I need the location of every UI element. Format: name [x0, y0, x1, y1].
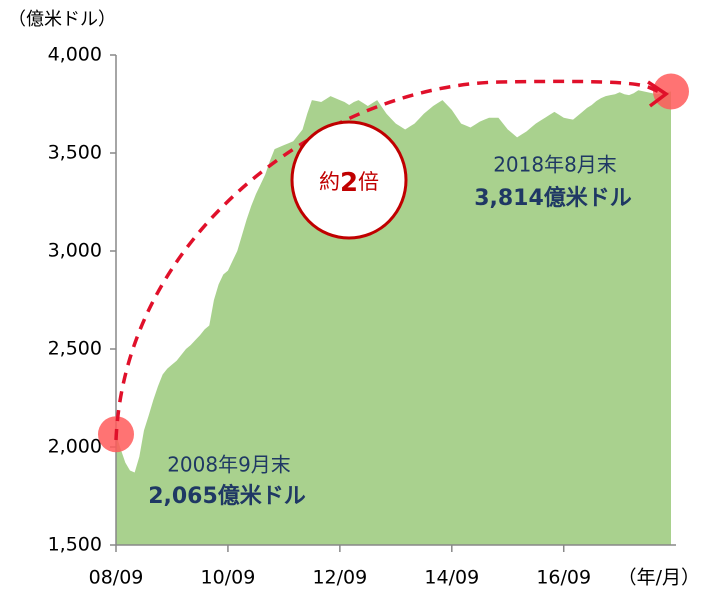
- y-tick-label: 3,500: [48, 142, 102, 164]
- x-unit: （年/月）: [618, 567, 700, 589]
- end-value: 3,814億米ドル: [474, 185, 632, 211]
- ratio-number: 2: [340, 168, 358, 198]
- x-tick-label: 12/09: [312, 567, 367, 589]
- y-unit: （億米ドル）: [8, 9, 116, 30]
- x-tick-label: 08/09: [89, 567, 144, 589]
- ratio-badge: [290, 120, 408, 240]
- x-tick-label: 14/09: [424, 567, 479, 589]
- trend-arrow: [114, 79, 665, 441]
- arrow-head: [647, 80, 670, 108]
- x-tick-label: 10/09: [201, 567, 256, 589]
- area: [116, 90, 671, 545]
- ratio-text: 約: [319, 170, 340, 194]
- y-tick-label: 1,500: [48, 534, 102, 556]
- y-tick-label: 2,000: [48, 436, 102, 458]
- ratio-label: 約2倍: [319, 168, 379, 198]
- end-date: 2018年8月末: [493, 153, 617, 177]
- ratio-text: 倍: [358, 170, 379, 194]
- start-date: 2008年9月末: [167, 453, 291, 477]
- y-tick-label: 4,000: [48, 44, 102, 66]
- y-tick-label: 3,000: [48, 240, 102, 262]
- y-tick-label: 2,500: [48, 338, 102, 360]
- point-marker: [653, 73, 689, 110]
- x-tick-label: 16/09: [536, 567, 591, 589]
- plot: 1,500 2,000 2,500 3,000 3,500 4,000 08/09 10/09…: [48, 44, 689, 589]
- start-value: 2,065億米ドル: [148, 483, 306, 509]
